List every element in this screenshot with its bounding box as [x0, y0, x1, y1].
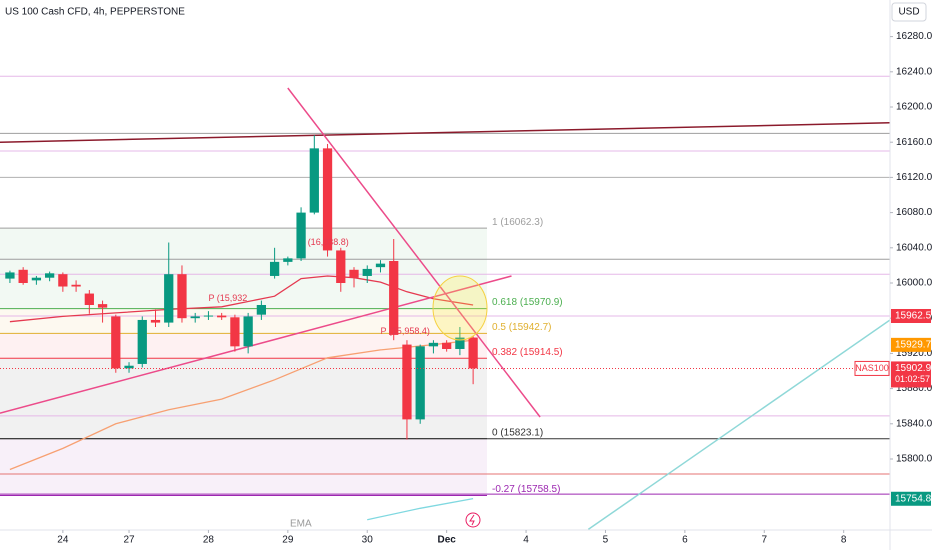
trend-line [287, 87, 541, 418]
candle-body [389, 260, 399, 335]
candle-body [58, 274, 68, 287]
y-tick-label: 16240.00 [896, 66, 932, 77]
candle-body [283, 258, 293, 262]
annotation: (16,038.8) [308, 237, 349, 247]
candle-body [150, 319, 161, 323]
x-tick-label: Dec [437, 535, 456, 546]
candle-body [164, 274, 174, 323]
current-price-label: 15902.9 [895, 363, 932, 374]
indicator-line [367, 497, 474, 521]
x-tick-label: 6 [682, 535, 688, 546]
candle-body [375, 263, 386, 268]
fib-label: 0 (15823.1) [492, 427, 543, 438]
x-tick-label: 4 [523, 535, 529, 546]
x-tick-label: 7 [761, 535, 767, 546]
fib-zone [0, 438, 488, 496]
candle-body [468, 337, 478, 369]
fib-label: 0.618 (15970.9) [492, 297, 563, 308]
price-label: 15929.7 [895, 339, 932, 350]
candle-body [362, 268, 372, 276]
y-tick-label: 15800.00 [896, 454, 932, 465]
price-label-box [891, 491, 931, 506]
y-tick-label: 16040.00 [896, 242, 932, 253]
fib-label: 1 (16062.3) [492, 217, 543, 228]
y-tick-label: 15880.00 [896, 383, 932, 394]
price-label: 15754.8 [895, 493, 932, 504]
candle-body [296, 212, 306, 259]
y-tick-label: 16080.00 [896, 207, 932, 218]
candle-body [190, 316, 200, 319]
candle-body [18, 269, 28, 283]
currency-button[interactable] [891, 2, 927, 22]
y-tick-label: 16280.00 [896, 31, 932, 42]
fib-label: 0.382 (15914.5) [492, 347, 563, 358]
candle-body [309, 148, 319, 213]
y-tick-label: 16120.00 [896, 172, 932, 183]
candle-body [269, 261, 280, 276]
price-label-box [891, 337, 931, 352]
highlight-circle [432, 275, 488, 341]
candle-body [349, 269, 359, 278]
annotation: P (15,958.4) [380, 326, 429, 336]
indicator-line [9, 275, 474, 323]
fib-zone [0, 358, 488, 439]
candle-body [177, 274, 187, 319]
candle-body [256, 304, 267, 315]
currency: USD [898, 7, 919, 18]
candle-body [442, 342, 452, 349]
candle-body [84, 293, 94, 305]
legend-entry: EMA [290, 519, 312, 530]
plot-area: 1 (16062.3) 0.618 (15970.9) 0.5 (15942.7) 0… [0, 75, 891, 531]
candle-body [217, 315, 227, 318]
y-tick-label: 16200.00 [896, 102, 932, 113]
candle-body [44, 273, 55, 278]
x-tick-label: 29 [282, 535, 294, 546]
candle-body [111, 316, 121, 369]
x-tick-label: 8 [841, 535, 847, 546]
x-tick-label: 24 [57, 535, 69, 546]
annotation: P (15,932 [208, 293, 247, 303]
candle-body [415, 346, 425, 420]
price-label: 15962.5 [895, 311, 932, 322]
countdown: 01:02:57 [895, 374, 930, 384]
candle-body [137, 319, 147, 364]
candle-body [402, 344, 412, 420]
candle-body [71, 284, 81, 287]
trend-line [0, 122, 891, 143]
trend-line [0, 275, 512, 414]
x-tick-label: 5 [603, 535, 609, 546]
candle-body [428, 342, 439, 347]
candle-body [124, 365, 134, 369]
y-tick-label: 16160.00 [896, 137, 932, 148]
candle-body [322, 148, 333, 251]
x-tick-label: 27 [123, 535, 135, 546]
x-tick-label: 30 [362, 535, 374, 546]
candle-body [31, 277, 42, 281]
candle-body [5, 272, 15, 279]
y-tick-label: 15840.00 [896, 418, 932, 429]
price-label-box [891, 308, 931, 323]
current-price-box [891, 361, 931, 388]
y-tick-label: 15920.00 [896, 348, 932, 359]
candle-body [243, 316, 253, 347]
x-tick-label: 28 [203, 535, 215, 546]
candle-body [203, 315, 214, 317]
chart-title: US 100 Cash CFD, 4h, PEPPERSTONE [5, 7, 185, 18]
trend-line [587, 319, 891, 531]
alert-icon[interactable] [465, 512, 481, 528]
candle-body [230, 317, 240, 347]
fib-label: -0.27 (15758.5) [492, 484, 560, 495]
symbol-box [854, 360, 890, 376]
fib-label: 0.5 (15942.7) [492, 322, 551, 333]
candle-body [336, 250, 346, 283]
y-tick-label: 16000.00 [896, 278, 932, 289]
symbol-label: NAS100 [855, 363, 889, 373]
candle-body [97, 304, 108, 308]
alert-bolt [469, 514, 475, 526]
candle-body [455, 337, 465, 349]
